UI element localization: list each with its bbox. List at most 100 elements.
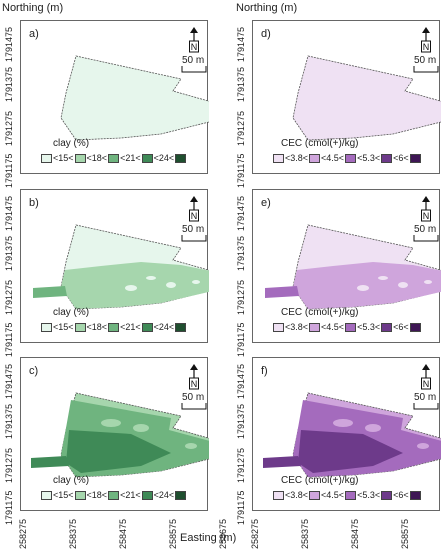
class-zone [298,430,403,473]
legend-swatch [309,490,321,500]
panel-label: f) [261,365,268,377]
y-tick-label: 1791175 [236,153,246,188]
y-tick-label: 1791475 [4,26,14,62]
legend-swatch [41,490,52,500]
legend-break-label: <18< [86,322,108,332]
legend: <15< <18< <21< <24< [41,322,187,332]
class-zone [31,456,69,468]
y-tick-label: 1791275 [4,447,14,483]
y-tick-label: 1791175 [4,490,14,525]
north-arrow-icon: N [421,27,431,53]
legend-swatch [409,153,421,163]
legend-break-label: <4.5< [321,490,345,500]
field-polygon [292,55,441,141]
scale-bar-label: 50 m [182,224,205,235]
legend-break-label: <15< [53,153,74,163]
panel-label: d) [261,28,271,40]
legend-break-label: <5.3< [357,153,381,163]
legend-swatch [345,153,357,163]
class-patch [146,276,156,280]
legend-break-label: <3.8< [285,322,309,332]
north-label: N [423,42,430,52]
map-canvas [292,55,441,141]
legend-title: CEC (cmol(+)/kg) [281,138,359,149]
y-tick-label: 1791375 [236,235,246,271]
class-zone [263,456,301,468]
north-arrow-icon: N [189,364,199,390]
legend-swatch [175,490,187,500]
class-patch [192,280,200,284]
class-zone [61,262,209,309]
y-tick-label: 1791375 [236,403,246,439]
scale-bar-label: 50 m [414,55,437,66]
north-arrow-icon: N [189,27,199,53]
north-arrow-icon: N [421,364,431,390]
class-zone [66,430,171,473]
legend-break-label: <24< [153,322,175,332]
y-tick-label: 1791275 [236,279,246,315]
north-label: N [191,379,198,389]
legend-swatch [41,153,52,163]
class-patch [166,282,176,288]
map-canvas [33,224,209,310]
class-patch [378,276,388,280]
north-arrow-icon: N [189,196,199,222]
legend-swatch [273,490,284,500]
class-zone [265,286,299,298]
class-patch [398,282,408,288]
legend-break-label: <5.3< [357,322,381,332]
legend-title: clay (%) [53,307,90,318]
north-label: N [423,379,430,389]
legend-title: CEC (cmol(+)/kg) [281,475,359,486]
map-canvas [31,392,209,478]
class-patch [185,443,197,449]
legend-swatch [108,153,120,163]
map-panel: c) N 50 m clay (%) <15< <18< <21< <24< [20,357,209,511]
legend-swatch [141,153,153,163]
y-tick-label: 1791475 [236,26,246,62]
y-tick-label: 1791375 [4,403,14,439]
legend-swatch [409,322,421,332]
y-axis-title-left: Northing (m) [2,2,64,14]
scale-bar-label: 50 m [414,392,437,403]
legend-swatch [273,322,284,332]
map-panel: e) N 50 m CEC (cmol(+)/kg) <3.8< <4.5< <5.3< <6… [252,189,441,343]
scale-bar [413,403,439,410]
north-label: N [191,42,198,52]
x-axis-title: Easting (m) [180,532,237,544]
legend-swatch [381,153,393,163]
legend-break-label: <21< [120,322,141,332]
y-tick-label: 1791475 [236,363,246,399]
legend-title: CEC (cmol(+)/kg) [281,307,359,318]
map-panel: a) N 50 m clay (%) <15< <18< <21< <24< [20,20,209,174]
scale-bar [413,66,439,73]
legend-swatch [381,322,393,332]
scale-bar [413,235,439,242]
legend: <15< <18< <21< <24< [41,490,187,500]
class-zone [33,286,67,298]
x-tick-label: 258575 [400,518,410,549]
legend-swatch [175,153,187,163]
scale-bar [181,66,207,73]
legend-swatch [74,153,86,163]
class-patch [101,419,121,427]
panel-label: c) [29,365,39,377]
x-tick-label: 258475 [118,518,128,549]
legend-break-label: <3.8< [285,490,309,500]
legend-swatch [309,153,321,163]
panel-label: e) [261,197,271,209]
scale-bar [181,235,207,242]
legend-break-label: <6< [393,153,409,163]
scale-bar-label: 50 m [182,55,205,66]
panel-label: b) [29,197,39,209]
legend: <3.8< <4.5< <5.3< <6< [273,153,421,163]
legend-break-label: <6< [393,322,409,332]
map-panel: f) N 50 m CEC (cmol(+)/kg) <3.8< <4.5< <5.3< <6… [252,357,441,511]
legend-break-label: <15< [53,322,74,332]
y-tick-label: 1791175 [236,490,246,525]
legend-swatch [141,490,153,500]
legend-swatch [273,153,284,163]
y-tick-label: 1791275 [4,279,14,315]
class-patch [357,285,369,291]
north-label: N [191,211,198,221]
